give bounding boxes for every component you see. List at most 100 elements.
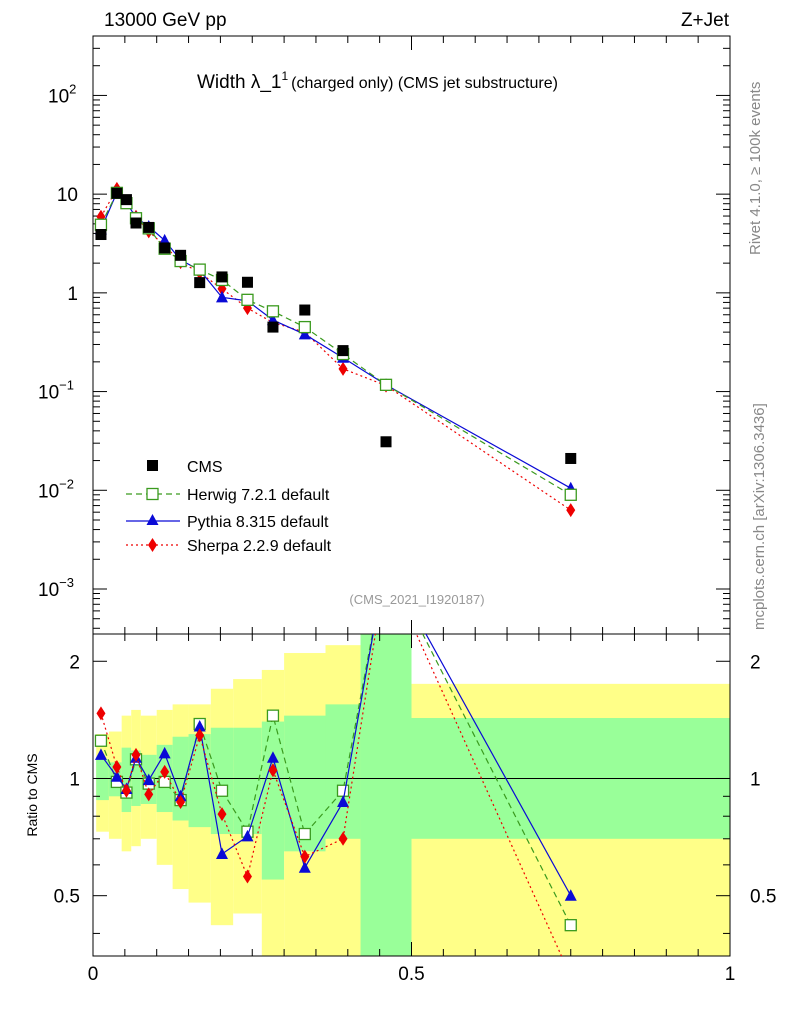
main-ytick-label: 10−3 <box>38 575 74 601</box>
ratio-point-herwig <box>94 734 108 747</box>
ratio-point-sherpa <box>144 787 154 802</box>
ratio-point-pythia <box>193 719 206 732</box>
ratio-point-pythia <box>564 889 577 901</box>
ratio-xtick-label: 0 <box>88 964 99 985</box>
ratio-series-layer <box>94 634 577 984</box>
ratio-point-pythia <box>142 773 155 786</box>
ratio-axis-ticks: 0.5 0.5 1 1 2 2 0 0.5 1 <box>54 634 776 985</box>
ratio-point-herwig <box>564 919 577 932</box>
ratio-ytick-label-right: 1 <box>750 769 761 790</box>
ratio-point-sherpa <box>112 760 122 775</box>
ratio-point-sherpa <box>338 831 348 846</box>
ratio-ytick-label-right: 0.5 <box>750 887 776 908</box>
main-ytick-label: 10 <box>57 185 78 206</box>
main-point-cms <box>159 242 171 254</box>
ratio-ytick-label-left: 0.5 <box>54 887 80 908</box>
ratio-point-sherpa <box>300 849 310 864</box>
rivet-label: Rivet 4.1.0, ≥ 100k events <box>747 82 764 255</box>
main-point-sherpa <box>338 361 348 376</box>
header-left: 13000 GeV pp <box>104 10 227 31</box>
ratio-point-sherpa <box>96 706 106 721</box>
header-right: Z+Jet <box>681 10 730 31</box>
legend-marker-sherpa <box>148 538 157 552</box>
plot-title-main: Width λ_1 <box>197 72 281 93</box>
band-inner-2 <box>121 747 132 813</box>
ratio-point-sherpa <box>160 764 170 779</box>
main-series-layer <box>94 181 577 518</box>
legend-label-cms: CMS <box>187 459 223 476</box>
main-point-cms <box>111 187 123 199</box>
main-point-cms <box>120 194 132 206</box>
legend-label-herwig: Herwig 7.2.1 default <box>187 487 330 504</box>
legend-entry-pythia: Pythia 8.315 default <box>126 514 329 531</box>
ratio-point-herwig <box>336 784 350 797</box>
main-line-herwig <box>100 191 572 496</box>
ratio-point-pythia <box>215 847 228 859</box>
ratio-ylabel: Ratio to CMS <box>24 753 40 836</box>
legend-label-sherpa: Sherpa 2.2.9 default <box>187 538 332 555</box>
band-inner-10 <box>261 721 285 880</box>
main-ytick-label: 10−1 <box>38 378 74 404</box>
legend-marker-herwig <box>146 487 159 501</box>
main-point-cms <box>216 271 228 283</box>
ratio-point-sherpa <box>268 763 278 778</box>
main-point-herwig <box>193 263 206 276</box>
ratio-point-pythia <box>241 829 254 842</box>
main-point-herwig <box>564 488 577 501</box>
legend-label-pythia: Pythia 8.315 default <box>187 514 329 531</box>
ratio-xtick-label: 0.5 <box>398 964 424 985</box>
legend-entry-sherpa: Sherpa 2.2.9 default <box>126 538 332 555</box>
main-point-sherpa <box>566 503 576 518</box>
legend-entry-herwig: Herwig 7.2.1 default <box>126 487 330 504</box>
main-point-herwig <box>266 305 280 318</box>
main-point-cms <box>175 249 187 261</box>
main-point-herwig <box>94 218 108 231</box>
band-inner-9 <box>233 727 262 835</box>
ratio-ytick-label-right: 2 <box>750 652 761 673</box>
ratio-point-pythia <box>110 770 123 782</box>
main-point-cms <box>299 304 311 316</box>
plot-title-sup: 1 <box>281 69 288 83</box>
main-ytick-label: 1 <box>67 284 78 305</box>
ratio-point-pythia <box>94 748 107 760</box>
legend-marker-pythia <box>146 514 159 525</box>
main-point-pythia <box>215 290 228 303</box>
ratio-point-pythia <box>337 795 350 808</box>
mcplots-label: mcplots.cern.ch [arXiv:1306.3436] <box>751 403 768 630</box>
main-point-cms <box>565 452 577 464</box>
band-inner-8 <box>210 727 234 835</box>
plot-title-suffix: (charged only) (CMS jet substructure) <box>291 75 558 92</box>
ratio-ytick-label-left: 1 <box>69 769 80 790</box>
band-inner-0 <box>96 759 109 801</box>
main-point-herwig <box>241 293 254 306</box>
main-ytick-label: 10−2 <box>38 476 74 502</box>
ratio-point-sherpa <box>176 795 186 810</box>
ratio-xtick-label: 1 <box>725 964 736 985</box>
ratio-point-pythia <box>158 746 171 759</box>
main-point-cms <box>143 221 155 233</box>
ratio-uncertainty-bands <box>96 634 730 956</box>
legend: CMS Herwig 7.2.1 default Pythia 8.315 de… <box>126 459 332 555</box>
main-point-herwig <box>298 320 311 334</box>
analysis-watermark: (CMS_2021_I1920187) <box>349 592 484 607</box>
main-ytick-label: 102 <box>48 81 76 107</box>
main-point-cms <box>130 217 142 229</box>
ratio-point-pythia <box>298 861 311 873</box>
plot-title: Width λ_11 (charged only) (CMS jet substr… <box>197 69 558 93</box>
main-point-cms <box>241 276 253 288</box>
ratio-point-sherpa <box>131 747 141 762</box>
ratio-point-herwig <box>215 784 229 797</box>
ratio-point-herwig <box>266 709 280 722</box>
main-point-cms <box>267 321 279 333</box>
ratio-point-sherpa <box>566 970 575 984</box>
band-inner-13 <box>360 634 412 956</box>
ratio-point-sherpa <box>121 783 131 798</box>
main-point-cms <box>194 277 206 289</box>
ratio-point-sherpa <box>242 869 252 884</box>
legend-entry-cms: CMS <box>147 459 223 476</box>
main-line-sherpa <box>100 187 572 511</box>
main-point-cms <box>95 229 107 241</box>
ratio-point-sherpa <box>217 807 227 822</box>
legend-marker-cms <box>147 460 158 471</box>
